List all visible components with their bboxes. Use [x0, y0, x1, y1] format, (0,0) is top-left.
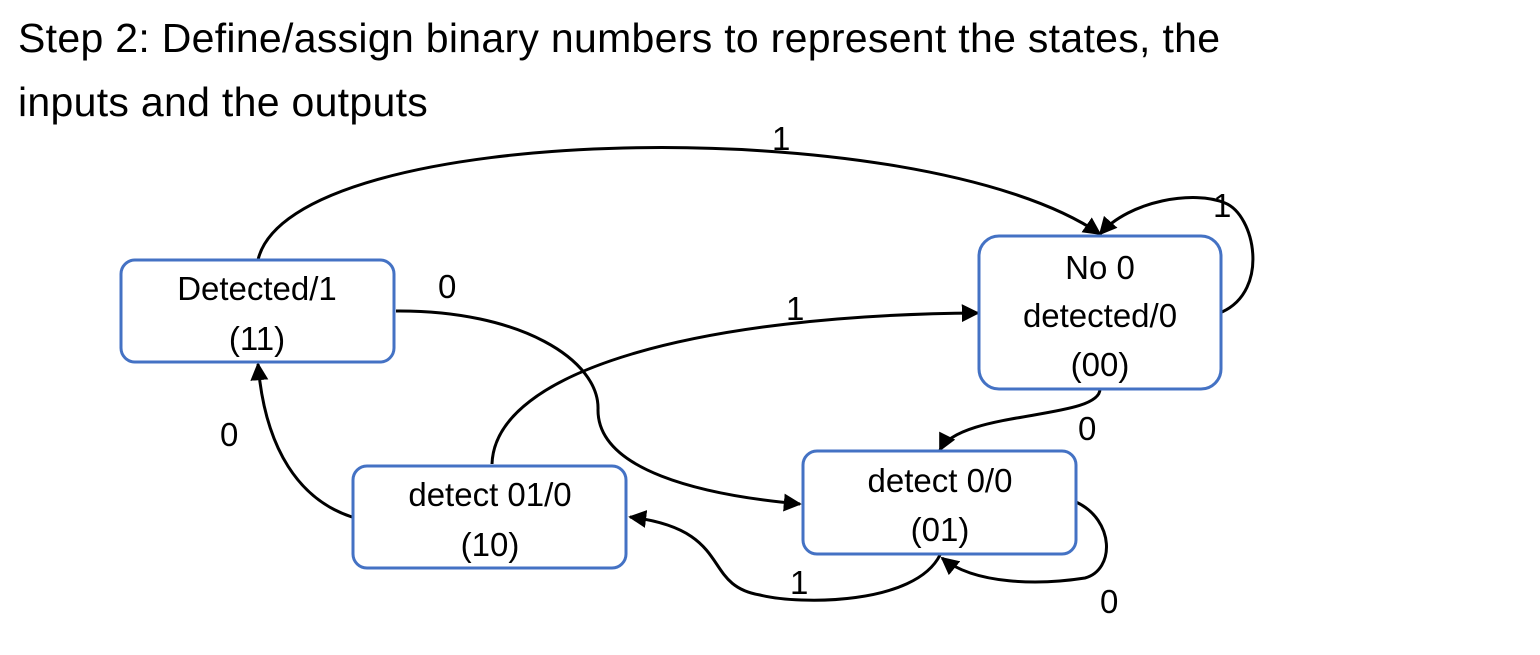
state-detected-code: (11) — [229, 320, 285, 357]
label-detect0-self: 0 — [1100, 583, 1118, 620]
state-detect0-name: detect 0/0 — [868, 462, 1013, 499]
state-no0-name-line2: detected/0 — [1023, 297, 1177, 334]
state-detect0-code: (01) — [911, 511, 970, 548]
state-detect01-code: (10) — [461, 526, 520, 563]
edge-no0-self-loop — [1098, 196, 1255, 314]
edge-labels: 1 1 0 1 0 0 1 0 — [220, 120, 1231, 620]
label-detect01-to-detected: 0 — [220, 416, 238, 453]
state-detected-name: Detected/1 — [177, 270, 337, 307]
label-no0-to-detect0: 0 — [1078, 410, 1096, 447]
edge-detect0-self-loop — [940, 500, 1108, 584]
state-no0-code: (00) — [1071, 346, 1130, 383]
label-detected-to-no0: 1 — [772, 120, 790, 157]
edge-detected-to-no0 — [256, 146, 1102, 261]
edges — [250, 146, 1255, 602]
label-detected-to-detect0: 0 — [438, 268, 456, 305]
edge-detected-to-detect0 — [395, 309, 802, 512]
state-no0-name-line1: No 0 — [1065, 249, 1135, 286]
label-detect01-to-no0: 1 — [786, 290, 804, 327]
edge-detect01-to-no0 — [490, 304, 980, 465]
title-line-2: inputs and the outputs — [18, 79, 429, 125]
state-detected: Detected/1 (11) — [119, 258, 396, 364]
title-line-1: Step 2: Define/assign binary numbers to … — [18, 15, 1221, 61]
label-detect0-to-detect01: 1 — [790, 564, 808, 601]
edge-no0-to-detect0 — [938, 388, 1102, 452]
edge-detect0-to-detect01 — [628, 510, 942, 602]
page-title: Step 2: Define/assign binary numbers to … — [18, 6, 1528, 134]
state-no0-detected: No 0 detected/0 (00) — [977, 234, 1223, 391]
state-detect01: detect 01/0 (10) — [351, 464, 628, 570]
edge-detect01-to-detected — [250, 362, 353, 519]
state-detect01-name: detect 01/0 — [408, 476, 571, 513]
state-detect0: detect 0/0 (01) — [801, 449, 1078, 556]
label-no0-self: 1 — [1213, 187, 1231, 224]
